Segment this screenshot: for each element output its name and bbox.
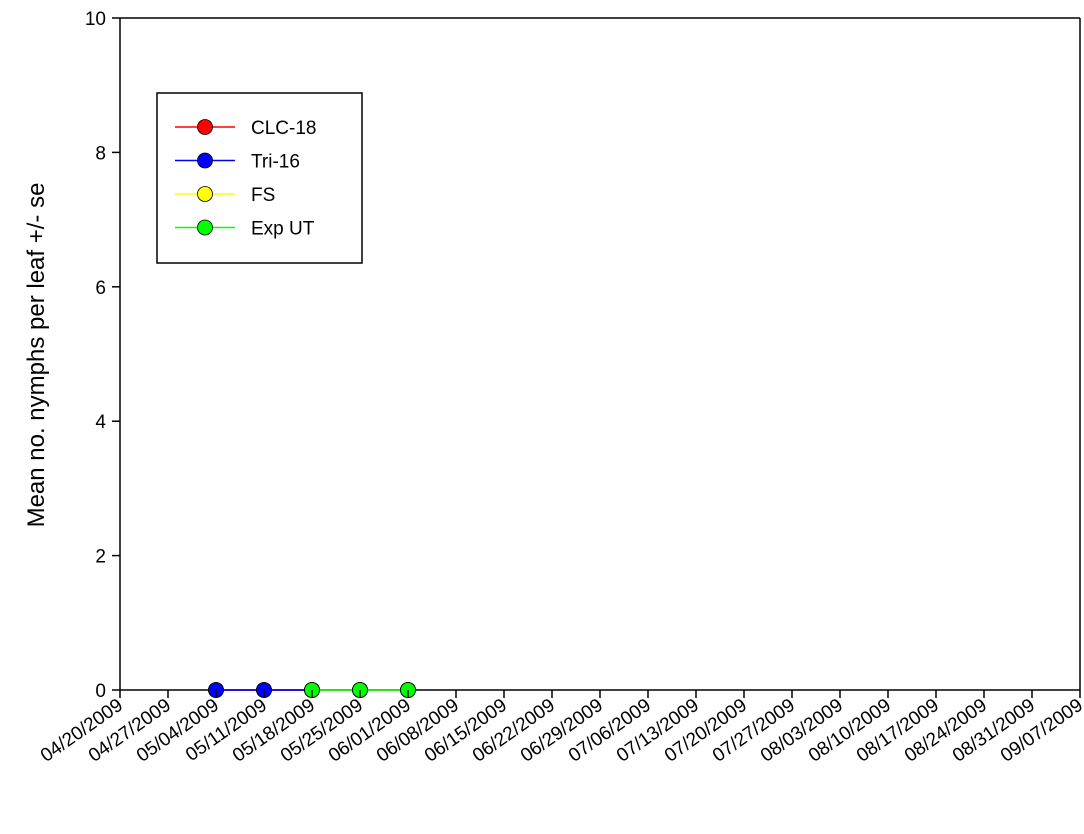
legend-marker — [197, 119, 213, 135]
legend-label: Exp UT — [251, 219, 315, 240]
legend-item: FS — [175, 185, 275, 206]
y-tick-label: 8 — [95, 143, 106, 164]
y-tick-label: 6 — [95, 278, 106, 299]
legend-marker — [197, 186, 213, 202]
legend-item: Exp UT — [175, 219, 315, 240]
legend-label: Tri-16 — [251, 152, 300, 173]
legend-box — [156, 92, 363, 264]
legend-item: Tri-16 — [175, 152, 300, 173]
y-axis: 0 2 4 6 8 10 — [85, 9, 120, 702]
y-tick-label: 10 — [85, 9, 106, 30]
legend-item: CLC-18 — [175, 118, 316, 139]
x-axis: 04/20/200904/27/200905/04/200905/11/2009… — [37, 690, 1084, 767]
y-tick-label: 2 — [95, 547, 106, 568]
y-axis-title: Mean no. nymphs per leaf +/- se — [23, 183, 50, 528]
legend-label: FS — [251, 185, 275, 206]
y-tick-label: 0 — [95, 681, 106, 702]
legend-label: CLC-18 — [251, 118, 316, 139]
legend-marker — [197, 152, 213, 169]
legend-marker — [197, 219, 213, 236]
legend: CLC-18 Tri-16 FS Exp UT — [156, 92, 363, 264]
y-tick-label: 4 — [95, 412, 106, 433]
